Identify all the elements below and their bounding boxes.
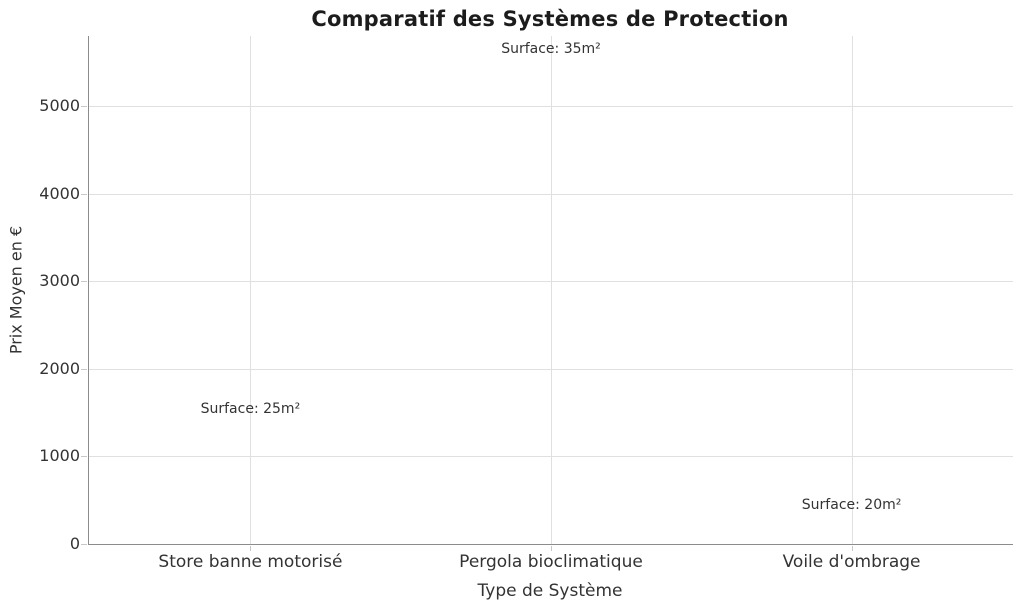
x-tick-mark — [250, 546, 252, 551]
x-tick-label: Store banne motorisé — [158, 552, 343, 572]
y-tick-label: 3000 — [39, 271, 80, 291]
plot-area: 0 1000 2000 3000 4000 5000 Store banne motoris… — [39, 36, 1013, 572]
y-tick-mark — [81, 456, 87, 458]
y-tick-mark — [81, 544, 87, 545]
x-tick-mark — [851, 546, 853, 551]
y-tick-label: 2000 — [39, 358, 80, 378]
y-tick-label: 5000 — [39, 96, 80, 116]
y-tick-mark — [81, 368, 87, 370]
y-tick-label: 1000 — [39, 446, 80, 466]
surface-annotation: Surface: 20m² — [801, 497, 902, 514]
x-tick-label: Voile d'ombrage — [782, 552, 921, 572]
x-axis-label: Type de Système — [477, 581, 623, 601]
surface-annotation: Surface: 25m² — [200, 400, 301, 417]
surface-annotation: Surface: 35m² — [501, 41, 601, 58]
x-gridline — [250, 36, 252, 544]
x-gridline — [851, 36, 853, 544]
y-tick-mark — [81, 106, 87, 108]
y-tick-mark — [81, 281, 87, 283]
y-tick-label: 0 — [69, 534, 80, 553]
y-tick-label: 4000 — [39, 183, 80, 203]
x-tick-label: Pergola bioclimatique — [459, 552, 643, 572]
chart-title: Comparatif des Systèmes de Protection — [311, 7, 789, 31]
y-tick-mark — [81, 193, 87, 195]
x-tick-mark — [551, 546, 552, 551]
x-gridline — [551, 36, 552, 544]
